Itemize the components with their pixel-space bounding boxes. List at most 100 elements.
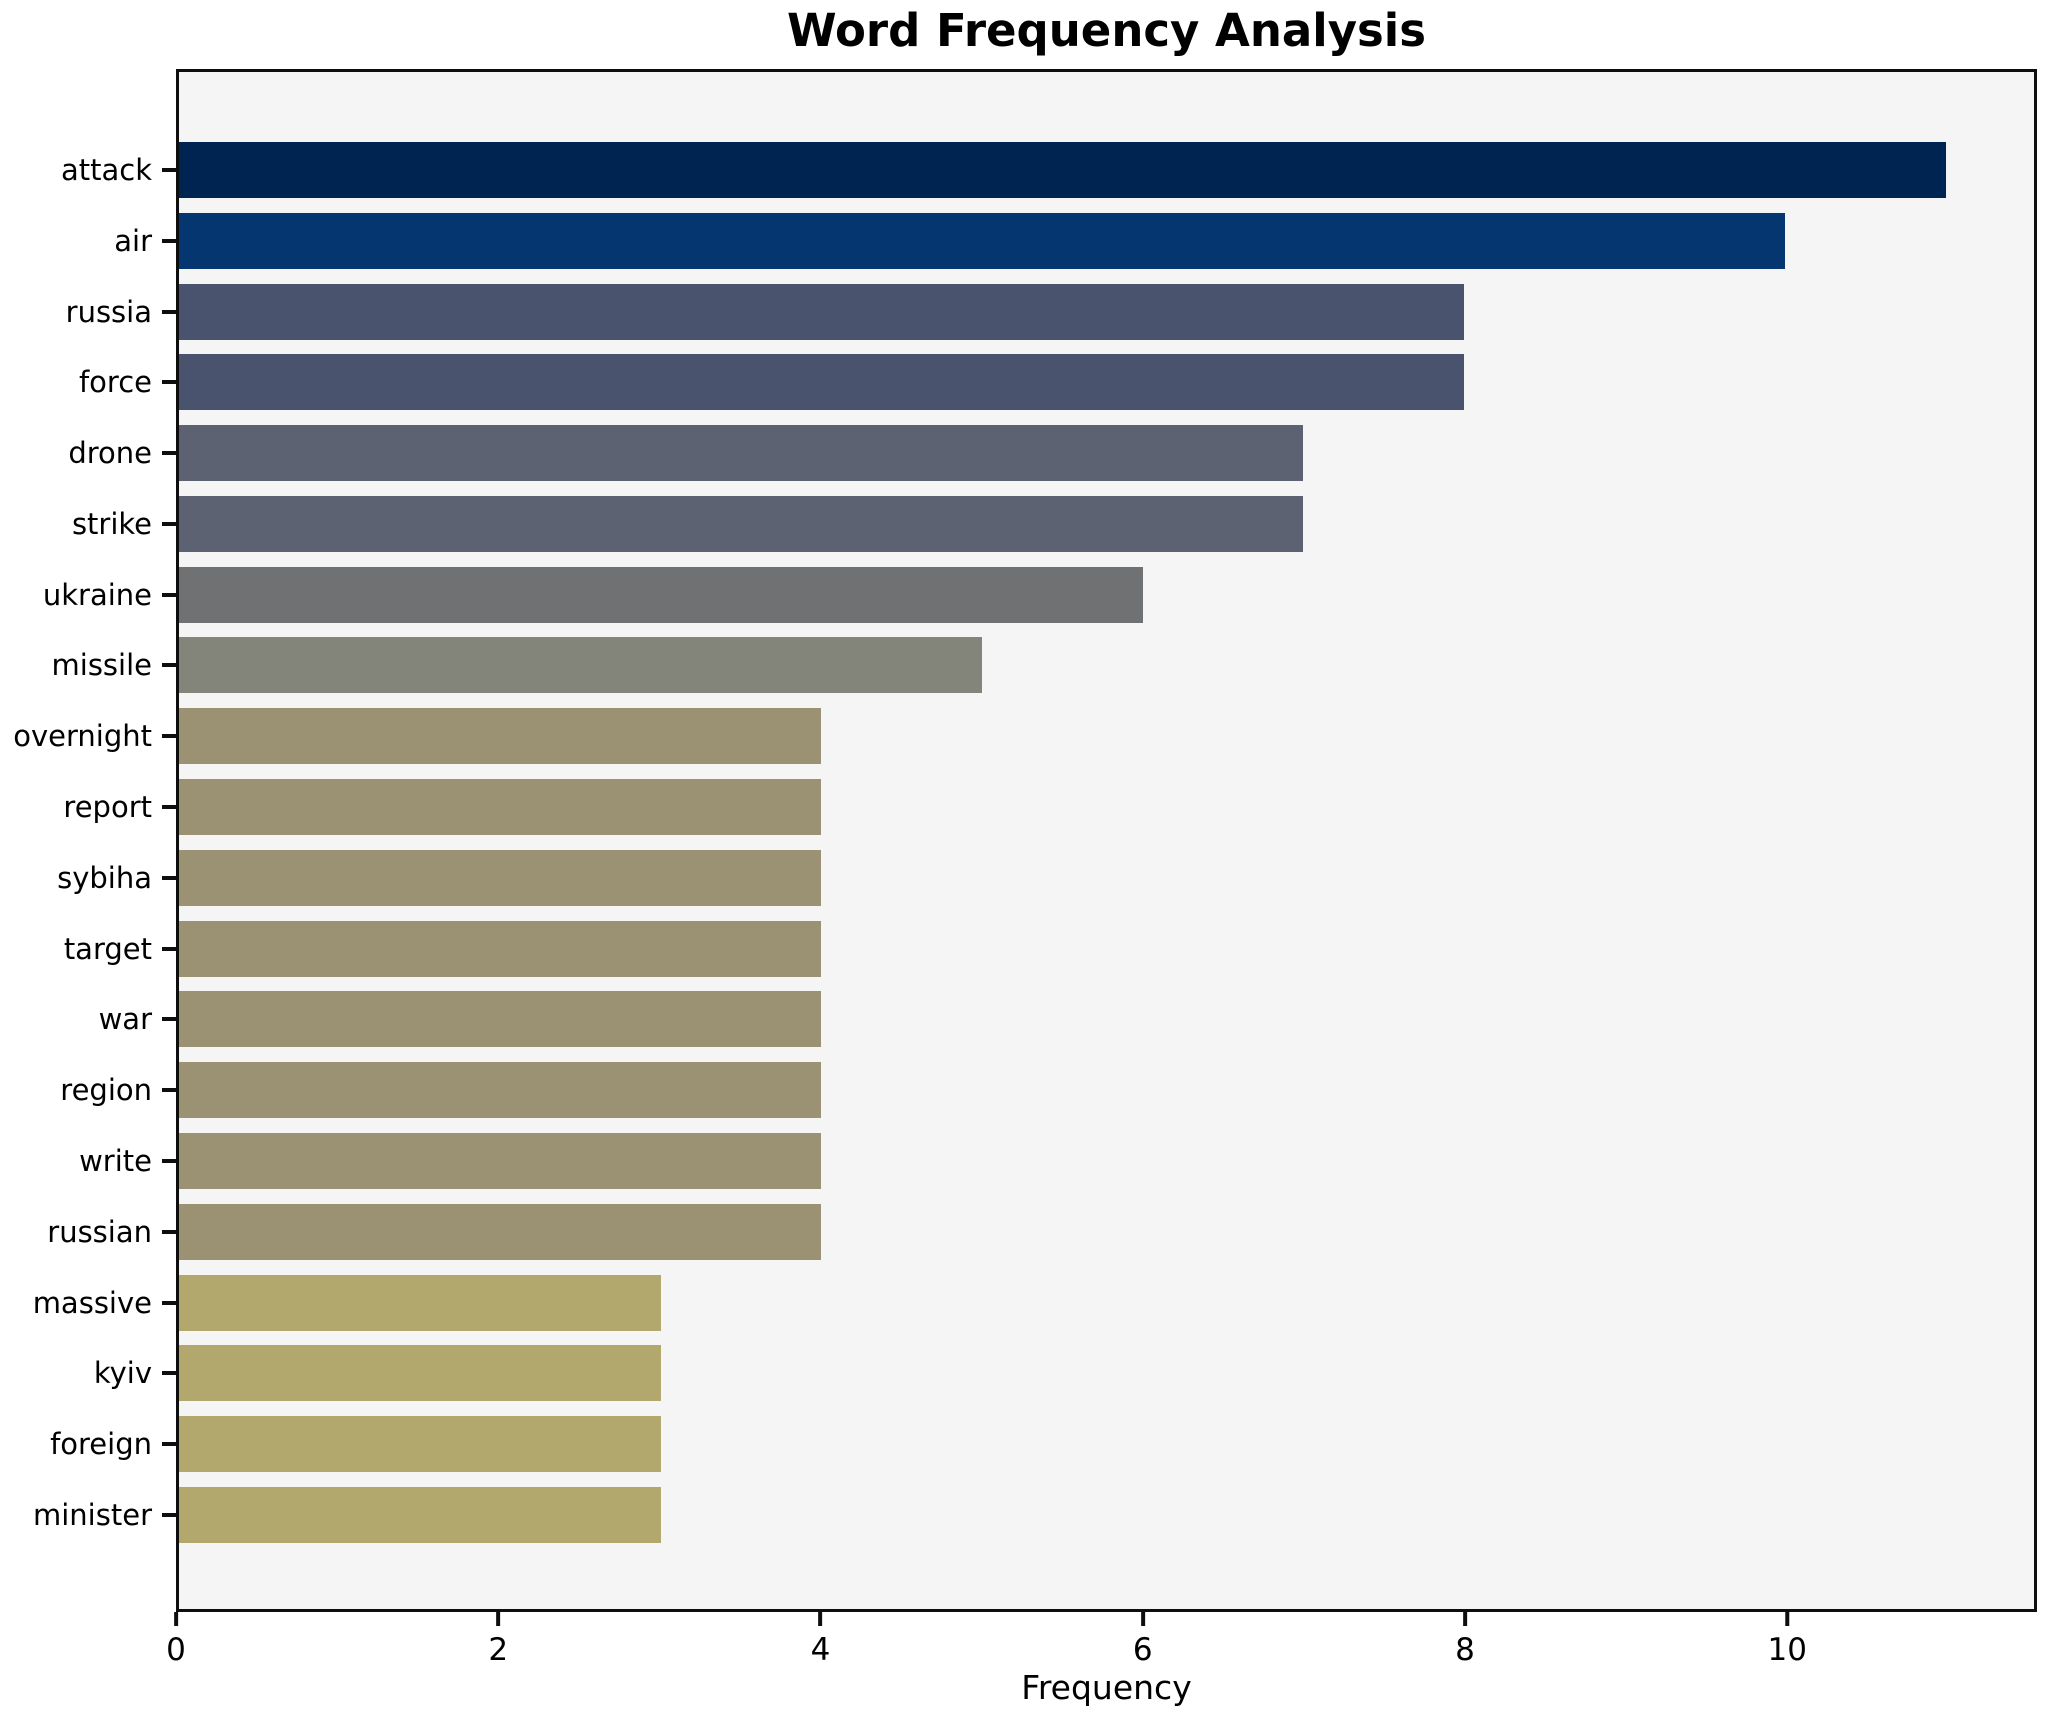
bar-row: attack: [61, 142, 2034, 198]
y-tick-mark: [162, 1300, 176, 1305]
bar-row: massive: [33, 1274, 2034, 1331]
bar-row: russian: [47, 1203, 2034, 1260]
y-tick-mark: [162, 1229, 176, 1234]
x-tick-label: 8: [1455, 1632, 1475, 1668]
bar-row: missile: [52, 637, 2034, 694]
y-tick-label: massive: [32, 1285, 152, 1320]
frequency-bar: [179, 991, 822, 1048]
frequency-bar: [179, 1345, 661, 1402]
y-tick-label: overnight: [13, 719, 152, 754]
y-tick-mark: [162, 805, 176, 810]
y-tick-mark: [162, 734, 176, 739]
bars-container: attack air russia force drone strike ukraine mi…: [13, 72, 2034, 1609]
x-tick-mark: [1462, 1612, 1467, 1626]
x-tick-label: 0: [166, 1632, 186, 1668]
y-tick-mark: [162, 380, 176, 385]
bar-row: war: [99, 991, 2034, 1048]
y-tick-mark: [162, 451, 176, 456]
frequency-bar: [179, 354, 1464, 411]
y-tick-label: drone: [68, 436, 152, 471]
y-tick-mark: [162, 1088, 176, 1093]
y-tick-label: strike: [71, 506, 152, 541]
bar-row: sybiha: [57, 849, 2034, 906]
y-tick-mark: [162, 1442, 176, 1447]
frequency-bar: [179, 495, 1304, 552]
y-tick-label: russia: [65, 294, 152, 329]
frequency-bar: [179, 637, 983, 694]
y-tick-label: report: [63, 790, 152, 825]
x-axis-label: Frequency: [1021, 1668, 1192, 1707]
y-tick-mark: [162, 875, 176, 880]
y-tick-label: region: [60, 1073, 152, 1108]
bar-row: foreign: [50, 1416, 2034, 1473]
bar-row: write: [79, 1132, 2034, 1189]
frequency-bar: [179, 849, 822, 906]
frequency-bar: [179, 1486, 661, 1543]
x-tick-mark: [818, 1612, 823, 1626]
bar-row: strike: [72, 495, 2034, 552]
bar-row: overnight: [13, 708, 2034, 765]
bar-row: minister: [33, 1486, 2034, 1543]
y-tick-mark: [162, 1512, 176, 1517]
frequency-bar: [179, 212, 1786, 269]
y-tick-mark: [162, 168, 176, 172]
frequency-bar: [179, 1062, 822, 1119]
x-tick: 10: [1768, 1612, 1807, 1668]
x-tick-label: 6: [1132, 1632, 1153, 1668]
y-tick-label: sybiha: [57, 860, 152, 895]
x-tick: 6: [1133, 1612, 1153, 1668]
bar-row: russia: [66, 283, 2034, 340]
x-tick-mark: [1785, 1612, 1790, 1626]
y-tick-label: war: [98, 1002, 152, 1037]
frequency-bar: [179, 425, 1304, 482]
y-tick-label: foreign: [50, 1427, 152, 1462]
x-axis: 0 2 4 6 8 10: [166, 1612, 2037, 1672]
frequency-bar: [179, 142, 1946, 198]
chart-title: Word Frequency Analysis: [786, 4, 1427, 57]
bar-row: air: [114, 212, 2034, 269]
y-tick-label: force: [78, 365, 152, 400]
y-tick-mark: [162, 238, 176, 243]
y-tick-mark: [162, 309, 176, 314]
y-tick-mark: [162, 592, 176, 597]
bar-row: report: [63, 779, 2034, 836]
bar-row: kyiv: [94, 1345, 2034, 1402]
x-tick: 8: [1455, 1612, 1475, 1668]
frequency-bar: [179, 283, 1464, 340]
x-tick-mark: [1140, 1612, 1145, 1626]
x-tick: 4: [810, 1612, 831, 1668]
frequency-bar: [179, 1274, 661, 1331]
frequency-bar: [179, 779, 822, 836]
y-tick-label: air: [114, 223, 152, 258]
y-tick-mark: [162, 521, 176, 526]
y-tick-label: ukraine: [42, 577, 152, 612]
frequency-bar: [179, 1416, 661, 1473]
frequency-bar: [179, 1203, 822, 1260]
frequency-bar: [179, 708, 822, 765]
x-tick-mark: [173, 1612, 178, 1626]
y-tick-mark: [162, 1017, 176, 1022]
y-tick-mark: [162, 1158, 176, 1163]
y-tick-mark: [162, 946, 176, 951]
y-tick-label: missile: [51, 648, 152, 683]
x-tick-label: 2: [488, 1632, 509, 1668]
x-tick: 2: [488, 1612, 508, 1668]
y-tick-label: target: [63, 931, 152, 966]
plot-area: attack air russia force drone strike ukraine mi…: [13, 69, 2037, 1612]
frequency-bar: [179, 920, 822, 977]
x-tick-label: 10: [1767, 1632, 1807, 1668]
x-tick-label: 4: [810, 1632, 831, 1668]
y-tick-label: russian: [47, 1214, 152, 1249]
bar-row: drone: [68, 425, 2034, 482]
x-tick: 0: [166, 1612, 186, 1668]
x-tick-mark: [496, 1612, 501, 1626]
frequency-bar: [179, 566, 1143, 623]
bar-row: force: [79, 354, 2034, 411]
y-tick-mark: [162, 663, 176, 668]
y-tick-label: kyiv: [93, 1356, 152, 1391]
bar-row: ukraine: [43, 566, 2034, 623]
y-tick-mark: [162, 1371, 176, 1376]
y-tick-label: minister: [33, 1497, 152, 1532]
frequency-bar: [179, 1132, 822, 1189]
